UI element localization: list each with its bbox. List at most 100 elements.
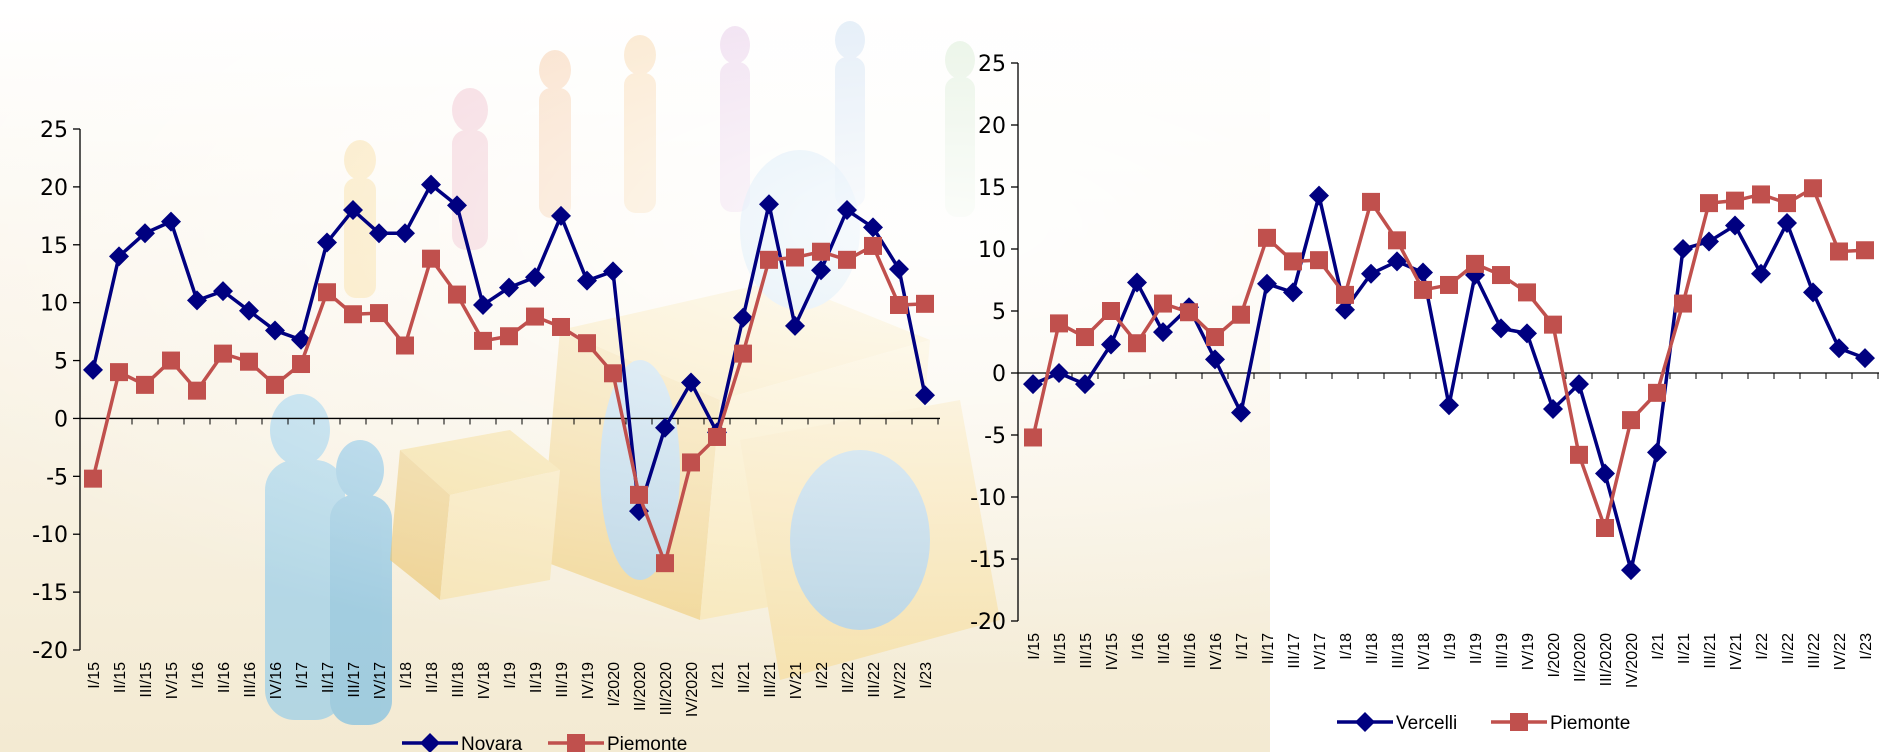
x-tick-label: II/17 <box>1260 633 1277 664</box>
data-point <box>1049 363 1069 383</box>
data-point <box>1595 463 1615 483</box>
y-tick-label: -20 <box>970 610 1006 635</box>
x-tick-label: II/16 <box>1156 633 1173 664</box>
data-point <box>1231 403 1251 423</box>
series-lines <box>1023 179 1875 580</box>
x-tick-label: II/18 <box>1364 633 1381 664</box>
x-tick-label: IV/19 <box>1520 633 1537 670</box>
x-tick-label: III/18 <box>1390 633 1407 669</box>
x-tick-label: II/21 <box>1676 633 1693 664</box>
data-point <box>1517 323 1537 343</box>
data-point <box>1829 338 1849 358</box>
data-point <box>1648 384 1666 402</box>
data-point <box>1024 428 1042 446</box>
data-point <box>1570 446 1588 464</box>
data-point <box>1206 328 1224 346</box>
series-line <box>1033 196 1865 570</box>
data-point <box>1414 281 1432 299</box>
data-point <box>1128 334 1146 352</box>
y-tick-label: 0 <box>992 362 1006 387</box>
x-tick-label: IV/21 <box>1728 633 1745 670</box>
x-tick-label: III/21 <box>1702 633 1719 669</box>
data-point <box>1258 229 1276 247</box>
data-point <box>1803 282 1823 302</box>
data-point <box>1439 395 1459 415</box>
series-line <box>1033 188 1865 528</box>
data-point <box>1725 215 1745 235</box>
data-point <box>1752 185 1770 203</box>
data-point <box>1101 334 1121 354</box>
y-tick-label: 25 <box>978 52 1006 77</box>
x-tick-label: I/15 <box>1026 633 1043 660</box>
x-tick-label: I/23 <box>1858 633 1875 660</box>
x-tick-label: I/16 <box>1130 633 1147 660</box>
data-point <box>1856 241 1874 259</box>
data-point <box>1466 255 1484 273</box>
data-point <box>1700 194 1718 212</box>
data-point <box>1751 264 1771 284</box>
x-tick-label: II/15 <box>1052 633 1069 664</box>
x-tick-label: I/21 <box>1650 633 1667 660</box>
data-point <box>1622 411 1640 429</box>
x-tick-label: IV/17 <box>1312 633 1329 670</box>
x-axis: I/15 II/15 III/15 IV/15 I/16 II/16 III/16 IV/16… <box>1018 373 1879 688</box>
y-tick-label: 15 <box>978 176 1006 201</box>
y-axis: 25 20 15 10 5 0 -5 -10 -15 -20 <box>970 52 1018 635</box>
data-point <box>1154 295 1172 313</box>
data-point <box>1205 349 1225 369</box>
data-point <box>1673 239 1693 259</box>
data-point <box>1804 179 1822 197</box>
data-point <box>1777 213 1797 233</box>
x-tick-label: IV/22 <box>1832 633 1849 670</box>
x-tick-label: III/19 <box>1494 633 1511 669</box>
x-tick-label: II/22 <box>1780 633 1797 664</box>
x-tick-label: III/17 <box>1286 633 1303 669</box>
data-point <box>1309 186 1329 206</box>
y-tick-label: -5 <box>984 424 1006 449</box>
data-point <box>1283 282 1303 302</box>
data-point <box>1284 252 1302 270</box>
data-point <box>1726 192 1744 210</box>
data-point <box>1388 231 1406 249</box>
x-tick-label: IV/18 <box>1416 633 1433 670</box>
legend-label: Vercelli <box>1396 713 1457 734</box>
x-tick-label: III/22 <box>1806 633 1823 669</box>
data-point <box>1050 314 1068 332</box>
data-point <box>1440 276 1458 294</box>
x-tick-label: I/22 <box>1754 633 1771 660</box>
data-point <box>1855 348 1875 368</box>
x-tick-label: IV/16 <box>1208 633 1225 670</box>
data-point <box>1075 374 1095 394</box>
data-point <box>1491 318 1511 338</box>
y-tick-label: -15 <box>970 548 1006 573</box>
y-tick-label: -10 <box>970 486 1006 511</box>
data-point <box>1023 374 1043 394</box>
y-tick-label: 10 <box>978 238 1006 263</box>
legend-marker <box>1355 712 1375 732</box>
data-point <box>1310 251 1328 269</box>
x-tick-label: III/15 <box>1078 633 1095 669</box>
legend: Vercelli Piemonte <box>1337 712 1630 734</box>
x-tick-label: I/19 <box>1442 633 1459 660</box>
data-point <box>1492 266 1510 284</box>
data-point <box>1232 306 1250 324</box>
data-point <box>1647 442 1667 462</box>
data-point <box>1362 193 1380 211</box>
x-tick-label: IV/2020 <box>1624 633 1641 688</box>
data-point <box>1257 274 1277 294</box>
x-tick-label: II/2020 <box>1572 633 1589 682</box>
x-tick-label: II/19 <box>1468 633 1485 664</box>
x-tick-label: I/18 <box>1338 633 1355 660</box>
data-point <box>1596 519 1614 537</box>
data-point <box>1518 283 1536 301</box>
x-tick-label: III/2020 <box>1598 633 1615 686</box>
x-tick-label: III/16 <box>1182 633 1199 669</box>
data-point <box>1180 303 1198 321</box>
data-point <box>1830 242 1848 260</box>
data-point <box>1674 295 1692 313</box>
x-tick-label: I/17 <box>1234 633 1251 660</box>
data-point <box>1336 286 1354 304</box>
data-point <box>1076 328 1094 346</box>
data-point <box>1621 560 1641 580</box>
